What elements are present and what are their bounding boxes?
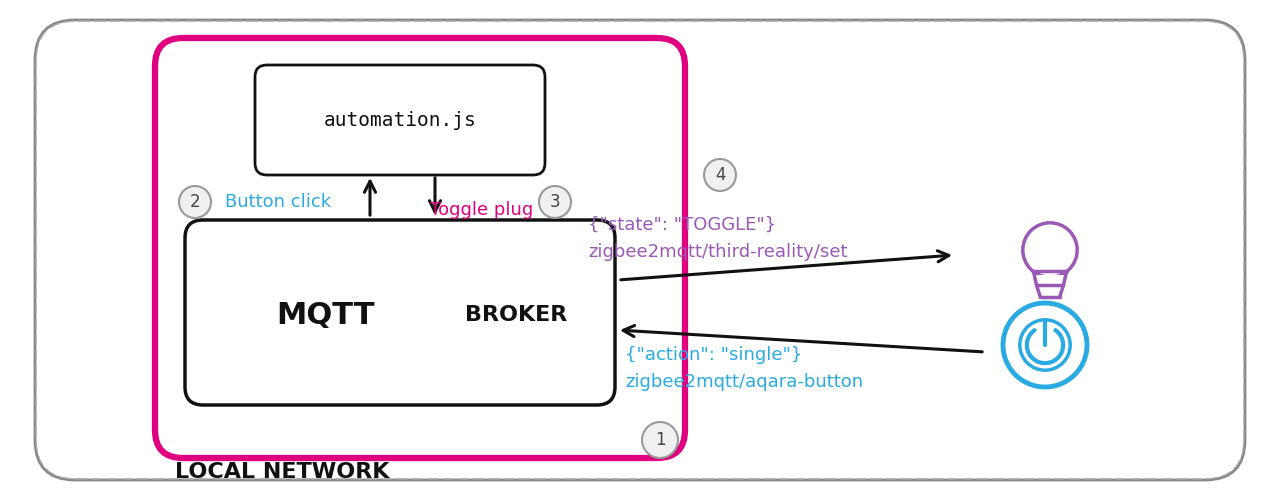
FancyBboxPatch shape: [255, 65, 545, 175]
Circle shape: [704, 159, 736, 191]
Text: zigbee2mqtt/aqara-button: zigbee2mqtt/aqara-button: [625, 373, 863, 391]
Circle shape: [1023, 223, 1078, 277]
FancyBboxPatch shape: [155, 38, 685, 458]
Circle shape: [1020, 320, 1070, 370]
Text: Button click: Button click: [225, 193, 332, 211]
Text: LOCAL NETWORK: LOCAL NETWORK: [175, 462, 389, 482]
Text: 2: 2: [189, 193, 200, 211]
Text: BROKER: BROKER: [465, 305, 567, 325]
Text: {"action": "single"}: {"action": "single"}: [625, 346, 803, 364]
Text: zigbee2mqtt/third-reality/set: zigbee2mqtt/third-reality/set: [588, 243, 847, 261]
Text: Toggle plug: Toggle plug: [430, 201, 534, 219]
Text: 4: 4: [714, 166, 726, 184]
Bar: [1023, 275, 1078, 279]
Text: 3: 3: [549, 193, 561, 211]
Text: 1: 1: [654, 431, 666, 449]
Text: MQTT: MQTT: [276, 300, 375, 330]
Circle shape: [643, 422, 678, 458]
Text: {"state": "TOGGLE"}: {"state": "TOGGLE"}: [588, 216, 776, 234]
FancyBboxPatch shape: [186, 220, 614, 405]
Circle shape: [179, 186, 211, 218]
Circle shape: [539, 186, 571, 218]
FancyBboxPatch shape: [35, 20, 1245, 480]
Circle shape: [1004, 303, 1087, 387]
Text: automation.js: automation.js: [324, 110, 476, 130]
